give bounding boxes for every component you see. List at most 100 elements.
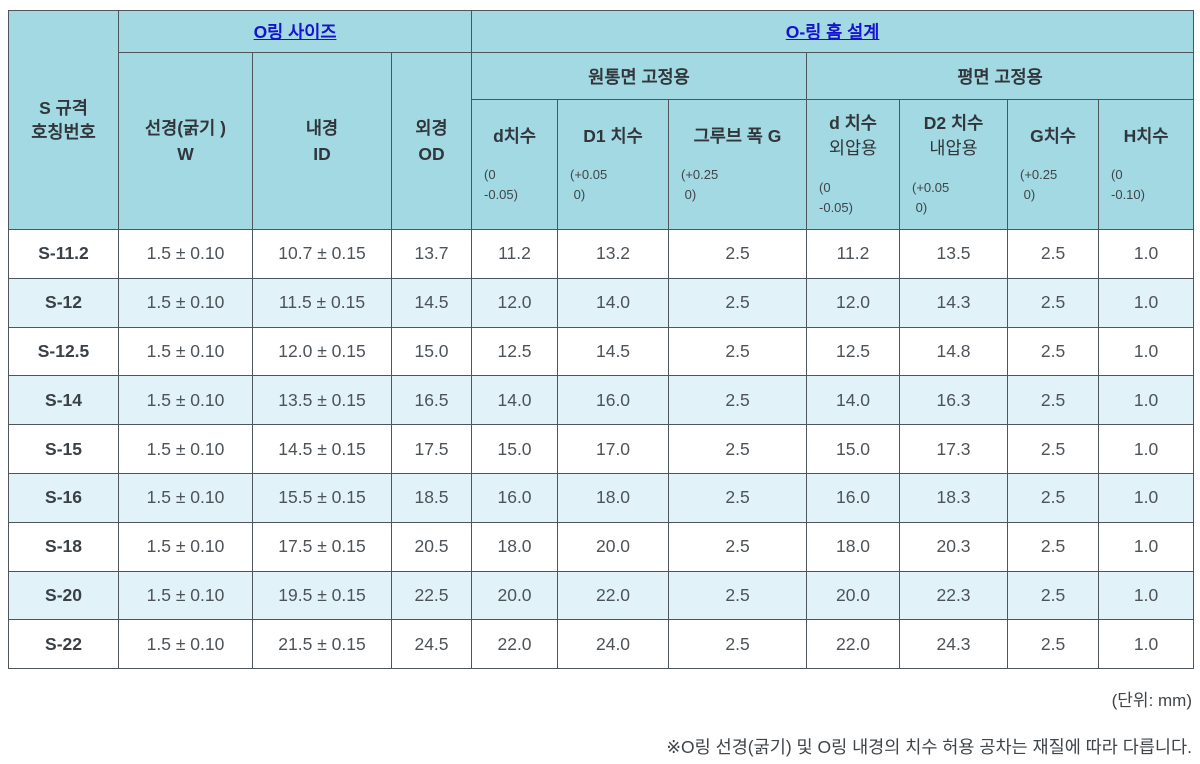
data-cell: 16.0 [471,472,559,523]
data-cell: 24.0 [557,619,670,670]
data-cell: 19.5 ± 0.15 [252,570,392,621]
col-header-od: 외경 OD [390,52,473,230]
row-id: S-12 [8,277,119,328]
data-cell: 12.0 ± 0.15 [252,326,392,377]
data-cell: 1.5 ± 0.10 [118,472,253,523]
data-cell: 1.5 ± 0.10 [118,277,253,328]
data-cell: 20.0 [471,570,559,621]
row-id: S-11.2 [8,229,119,279]
data-cell: 12.5 [471,326,559,377]
data-cell: 2.5 [1007,619,1100,670]
data-cell: 1.5 ± 0.10 [118,375,253,426]
data-cell: 15.0 [471,424,559,474]
data-cell: 2.5 [1007,375,1100,426]
data-cell: 11.2 [806,229,901,279]
data-cell: 17.5 [390,424,473,474]
col-header-d1: D1 치수 (+0.05 0) [557,99,670,230]
data-cell: 1.0 [1098,570,1195,621]
data-cell: 14.5 ± 0.15 [252,424,392,474]
table-row: S-18 1.5 ± 0.10 17.5 ± 0.15 20.5 18.0 20… [8,521,1195,572]
row-id: S-15 [8,424,119,474]
data-cell: 2.5 [1007,570,1100,621]
table-row: S-20 1.5 ± 0.10 19.5 ± 0.15 22.5 20.0 22… [8,570,1195,621]
data-cell: 14.0 [557,277,670,328]
data-cell: 1.5 ± 0.10 [118,326,253,377]
col-header-g: G치수 (+0.25 0) [1007,99,1100,230]
link-oring-size[interactable]: O링 사이즈 [253,22,337,42]
s-spec-line1: S 규격 [39,97,88,118]
tolerance: (0 -0.10) [1111,167,1145,203]
footnote: ※O링 선경(굵기) 및 O링 내경의 치수 허용 공차는 재질에 따라 다릅니… [666,737,1192,758]
data-cell: 1.0 [1098,424,1195,474]
group-header-groove-design: O-링 홈 설계 [471,10,1195,53]
data-cell: 13.5 ± 0.15 [252,375,392,426]
data-cell: 11.2 [471,229,559,279]
data-cell: 2.5 [1007,521,1100,572]
data-cell: 14.3 [899,277,1009,328]
link-oring-groove-design[interactable]: O-링 홈 설계 [785,22,880,42]
data-cell: 1.5 ± 0.10 [118,229,253,279]
data-cell: 10.7 ± 0.15 [252,229,392,279]
data-cell: 18.3 [899,472,1009,523]
data-cell: 15.0 [806,424,901,474]
data-cell: 16.5 [390,375,473,426]
data-cell: 20.0 [557,521,670,572]
group-header-oring-size: O링 사이즈 [117,10,473,53]
data-cell: 24.5 [390,619,473,670]
data-cell: 17.0 [557,424,670,474]
col-header-w: 선경(굵기 ) W [118,52,253,230]
tolerance: (+0.05 0) [570,167,608,203]
col-header-s-spec: S 규격 호칭번호 [8,10,119,230]
data-cell: 2.5 [668,229,808,279]
row-id: S-12.5 [8,326,119,377]
data-cell: 1.5 ± 0.10 [118,619,253,670]
s-spec-line2: 호칭번호 [31,122,96,142]
tolerance: (+0.25 0) [1020,167,1058,203]
data-cell: 1.0 [1098,619,1195,670]
tolerance: (0 -0.05) [484,167,518,203]
row-id: S-14 [8,375,119,426]
footer: (단위: mm) ※O링 선경(굵기) 및 O링 내경의 치수 허용 공차는 재… [8,686,1192,759]
data-cell: 17.5 ± 0.15 [252,521,392,572]
data-cell: 2.5 [1007,424,1100,474]
data-cell: 2.5 [668,619,808,670]
data-cell: 14.5 [390,277,473,328]
data-cell: 13.2 [557,229,670,279]
data-cell: 14.0 [471,375,559,426]
data-cell: 18.5 [390,472,473,523]
unit-label: (단위: mm) [1111,691,1192,711]
data-cell: 18.0 [471,521,559,572]
data-cell: 12.5 [806,326,901,377]
data-cell: 22.3 [899,570,1009,621]
col-header-h: H치수 (0 -0.10) [1098,99,1195,230]
data-cell: 1.0 [1098,472,1195,523]
table-row: S-12.5 1.5 ± 0.10 12.0 ± 0.15 15.0 12.5 … [8,326,1195,377]
row-id: S-20 [8,570,119,621]
col-header-d-outer: d 치수 외압용 (0 -0.05) [806,99,901,230]
data-cell: 13.7 [390,229,473,279]
data-cell: 1.0 [1098,521,1195,572]
data-cell: 15.0 [390,326,473,377]
data-cell: 14.5 [557,326,670,377]
data-cell: 22.0 [806,619,901,670]
data-cell: 18.0 [557,472,670,523]
data-cell: 14.0 [806,375,901,426]
data-cell: 18.0 [806,521,901,572]
data-cell: 21.5 ± 0.15 [252,619,392,670]
data-cell: 1.0 [1098,229,1195,279]
data-cell: 2.5 [668,424,808,474]
col-header-id: 내경 ID [252,52,392,230]
data-cell: 2.5 [668,570,808,621]
col-header-d2-inner: D2 치수 내압용 (+0.05 0) [899,99,1009,230]
data-cell: 1.5 ± 0.10 [118,424,253,474]
data-cell: 22.0 [557,570,670,621]
row-id: S-18 [8,521,119,572]
data-cell: 16.0 [557,375,670,426]
table-row: S-22 1.5 ± 0.10 21.5 ± 0.15 24.5 22.0 24… [8,619,1195,670]
table-row: S-14 1.5 ± 0.10 13.5 ± 0.15 16.5 14.0 16… [8,375,1195,426]
oring-spec-table: S 규격 호칭번호 O링 사이즈 O-링 홈 설계 선경(굵기 ) W 내경 I… [8,10,1195,670]
data-cell: 2.5 [668,375,808,426]
col-header-d: d치수 (0 -0.05) [471,99,559,230]
data-cell: 2.5 [1007,229,1100,279]
